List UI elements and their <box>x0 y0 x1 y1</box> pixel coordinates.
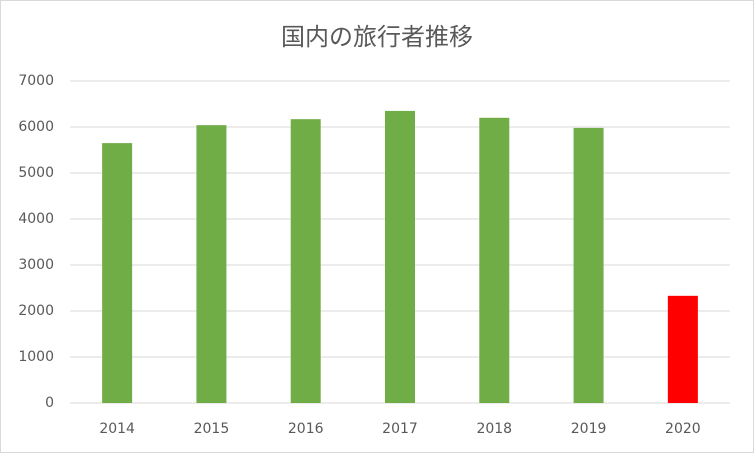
x-tick-label: 2019 <box>571 421 607 437</box>
bar <box>385 110 415 404</box>
y-tick-label: 1000 <box>18 349 54 365</box>
bar <box>479 117 510 404</box>
y-tick-label: 6000 <box>18 119 54 135</box>
x-tick-label: 2014 <box>99 421 135 437</box>
y-tick-label: 3000 <box>18 257 54 273</box>
y-tick-label: 5000 <box>18 165 54 181</box>
y-tick-label: 2000 <box>18 303 54 319</box>
x-tick-label: 2017 <box>382 421 418 437</box>
bar <box>102 143 133 403</box>
x-tick-label: 2020 <box>665 421 701 437</box>
bar <box>196 125 227 403</box>
chart-title: 国内の旅行者推移 <box>281 23 473 51</box>
y-tick-label: 0 <box>45 395 54 411</box>
bar <box>573 127 604 404</box>
x-tick-label: 2015 <box>194 421 230 437</box>
x-tick-label: 2018 <box>476 421 512 437</box>
bar <box>667 295 698 403</box>
x-tick-label: 2016 <box>288 421 324 437</box>
bar <box>290 119 321 404</box>
y-tick-label: 7000 <box>18 73 54 89</box>
y-tick-label: 4000 <box>18 211 54 227</box>
